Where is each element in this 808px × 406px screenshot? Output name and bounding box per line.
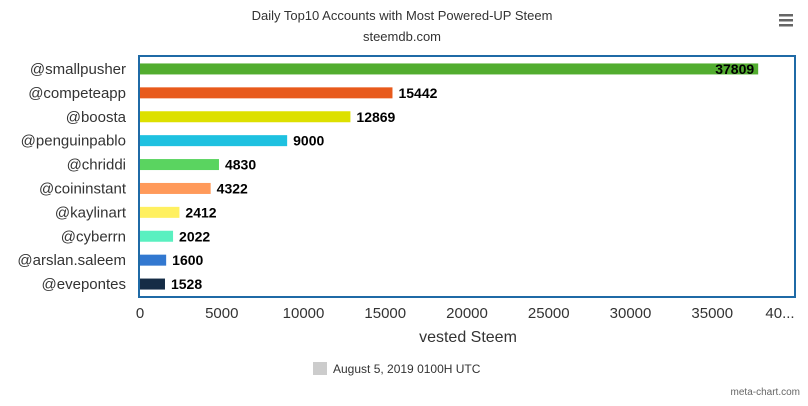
category-label: @arslan.saleem — [17, 252, 126, 269]
data-label: 9000 — [293, 133, 324, 149]
data-label: 1528 — [171, 276, 202, 292]
legend-swatch — [313, 362, 327, 375]
category-label: @evepontes — [42, 276, 126, 293]
bar-chriddi[interactable] — [140, 159, 219, 171]
bar-cyberrn[interactable] — [140, 230, 174, 242]
hamburger-menu-icon[interactable] — [775, 10, 797, 30]
x-tick-label: 35000 — [691, 305, 733, 322]
category-label: @cyberrn — [61, 228, 126, 245]
x-tick-label: 0 — [136, 305, 144, 322]
bar-penguinpablo[interactable] — [140, 135, 288, 147]
chart-title: Daily Top10 Accounts with Most Powered-U… — [252, 8, 553, 23]
credit-text: meta-chart.com — [731, 387, 800, 398]
category-label: @boosta — [66, 109, 127, 126]
bar-arslan-saleem[interactable] — [140, 254, 167, 266]
data-label: 2412 — [185, 204, 216, 220]
bar-coininstant[interactable] — [140, 182, 211, 194]
data-label: 4830 — [225, 157, 256, 173]
x-tick-label: 30000 — [610, 305, 652, 322]
category-label: @kaylinart — [55, 204, 127, 221]
legend-label: August 5, 2019 0100H UTC — [333, 362, 481, 376]
plot-frame — [138, 55, 796, 298]
bar-smallpusher[interactable] — [140, 63, 759, 75]
category-label: @smallpusher — [30, 61, 126, 78]
x-axis-ticks: 0 5000 10000 15000 20000 25000 30000 35000 40... — [136, 305, 795, 322]
category-label: @penguinpablo — [21, 133, 126, 150]
bar-kaylinart[interactable] — [140, 206, 180, 218]
x-tick-label: 25000 — [528, 305, 570, 322]
bar-evepontes[interactable] — [140, 278, 165, 290]
category-label: @competeapp — [28, 85, 126, 102]
legend[interactable]: August 5, 2019 0100H UTC — [313, 362, 481, 376]
bar-boosta[interactable] — [140, 111, 351, 123]
x-tick-label: 10000 — [283, 305, 325, 322]
bars-group — [140, 63, 759, 290]
x-axis-label: vested Steem — [419, 329, 517, 346]
data-label: 1600 — [172, 252, 203, 268]
bar-competeapp[interactable] — [140, 87, 393, 99]
x-tick-label: 20000 — [446, 305, 488, 322]
x-tick-label: 40... — [765, 305, 794, 322]
chart-subtitle: steemdb.com — [363, 29, 441, 44]
x-tick-label: 15000 — [364, 305, 406, 322]
x-tick-label: 5000 — [205, 305, 238, 322]
category-label: @chriddi — [67, 157, 126, 174]
data-label: 15442 — [398, 85, 437, 101]
data-label: 12869 — [356, 109, 395, 125]
category-labels: @smallpusher @competeapp @boosta @penguinpa… — [17, 61, 126, 293]
data-label: 4322 — [217, 180, 248, 196]
data-label: 2022 — [179, 228, 210, 244]
category-label: @coininstant — [39, 180, 127, 197]
data-label: 37809 — [715, 61, 754, 77]
